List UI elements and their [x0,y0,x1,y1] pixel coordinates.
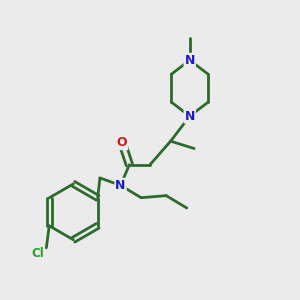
Text: Cl: Cl [31,247,44,260]
Text: N: N [184,110,195,123]
Text: N: N [184,54,195,67]
Text: O: O [117,136,127,149]
Text: N: N [116,179,126,192]
